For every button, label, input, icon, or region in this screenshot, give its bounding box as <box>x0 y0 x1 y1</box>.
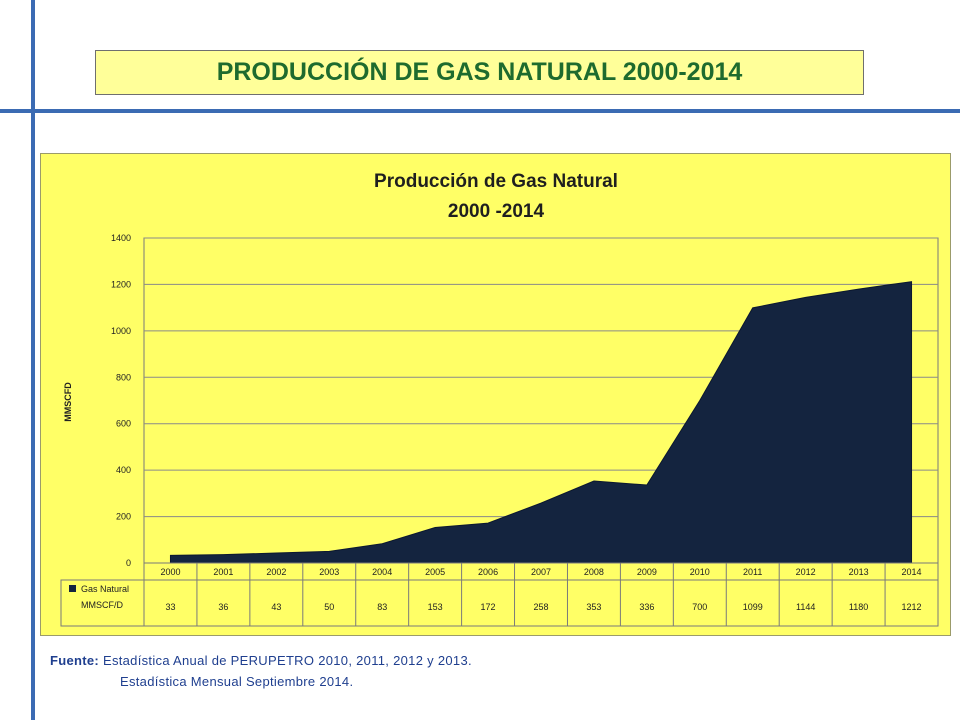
x-tick-label: 2009 <box>637 567 657 577</box>
left-frame-line <box>31 0 35 720</box>
x-tick-label: 2012 <box>796 567 816 577</box>
x-tick-label: 2013 <box>849 567 869 577</box>
data-label: 258 <box>533 602 548 612</box>
x-tick-label: 2005 <box>425 567 445 577</box>
data-label: 43 <box>271 602 281 612</box>
data-label: 172 <box>481 602 496 612</box>
x-tick-label: 2000 <box>160 567 180 577</box>
x-tick-label: 2007 <box>531 567 551 577</box>
x-tick-label: 2008 <box>584 567 604 577</box>
y-tick-label: 1000 <box>111 326 131 336</box>
slide-title: PRODUCCIÓN DE GAS NATURAL 2000-2014 <box>216 58 743 86</box>
chart-title: Producción de Gas Natural <box>374 171 618 192</box>
y-tick-label: 400 <box>116 465 131 475</box>
area-chart: Producción de Gas Natural 2000 -2014 MMS… <box>60 171 939 627</box>
legend-label-line-2: MMSCF/D <box>81 600 123 610</box>
header-frame-line <box>0 109 960 113</box>
data-label: 83 <box>377 602 387 612</box>
data-label: 1144 <box>796 602 815 612</box>
legend-swatch <box>69 585 76 592</box>
source-note: Fuente: Estadística Anual de PERUPETRO 2… <box>50 653 472 668</box>
y-tick-label: 200 <box>116 512 131 522</box>
data-label: 50 <box>324 602 334 612</box>
x-tick-label: 2011 <box>743 567 762 577</box>
x-tick-label: 2002 <box>266 567 286 577</box>
x-tick-label: 2014 <box>902 567 922 577</box>
legend-label-line-1: Gas Natural <box>81 584 129 594</box>
y-axis-label: MMSCFD <box>63 382 73 422</box>
x-tick-label: 2001 <box>213 567 233 577</box>
source-line-2: Estadística Mensual Septiembre 2014. <box>120 674 354 689</box>
x-tick-label: 2006 <box>478 567 498 577</box>
y-tick-label: 0 <box>126 558 131 568</box>
chart-subtitle: 2000 -2014 <box>448 201 545 222</box>
y-tick-label: 600 <box>116 419 131 429</box>
data-label: 1099 <box>743 602 763 612</box>
x-tick-label: 2004 <box>372 567 392 577</box>
x-tick-label: 2010 <box>690 567 710 577</box>
x-tick-label: 2003 <box>319 567 339 577</box>
y-tick-label: 1200 <box>111 279 131 289</box>
data-label: 36 <box>218 602 228 612</box>
y-tick-label: 1400 <box>111 233 131 243</box>
data-label: 153 <box>428 602 443 612</box>
source-line-1: Estadística Anual de PERUPETRO 2010, 201… <box>102 653 472 668</box>
data-label: 33 <box>165 602 175 612</box>
y-tick-label: 800 <box>116 372 131 382</box>
data-label: 336 <box>639 602 654 612</box>
series-area-gas-natural <box>169 281 913 564</box>
data-label: 1180 <box>849 602 868 612</box>
data-label: 353 <box>586 602 601 612</box>
slide-title-box: PRODUCCIÓN DE GAS NATURAL 2000-2014 <box>95 50 864 95</box>
table-value-row <box>60 579 939 627</box>
source-label: Fuente: <box>50 653 100 668</box>
chart-panel: Producción de Gas Natural 2000 -2014 MMS… <box>40 153 951 636</box>
data-label: 700 <box>692 602 707 612</box>
data-label: 1212 <box>902 602 922 612</box>
